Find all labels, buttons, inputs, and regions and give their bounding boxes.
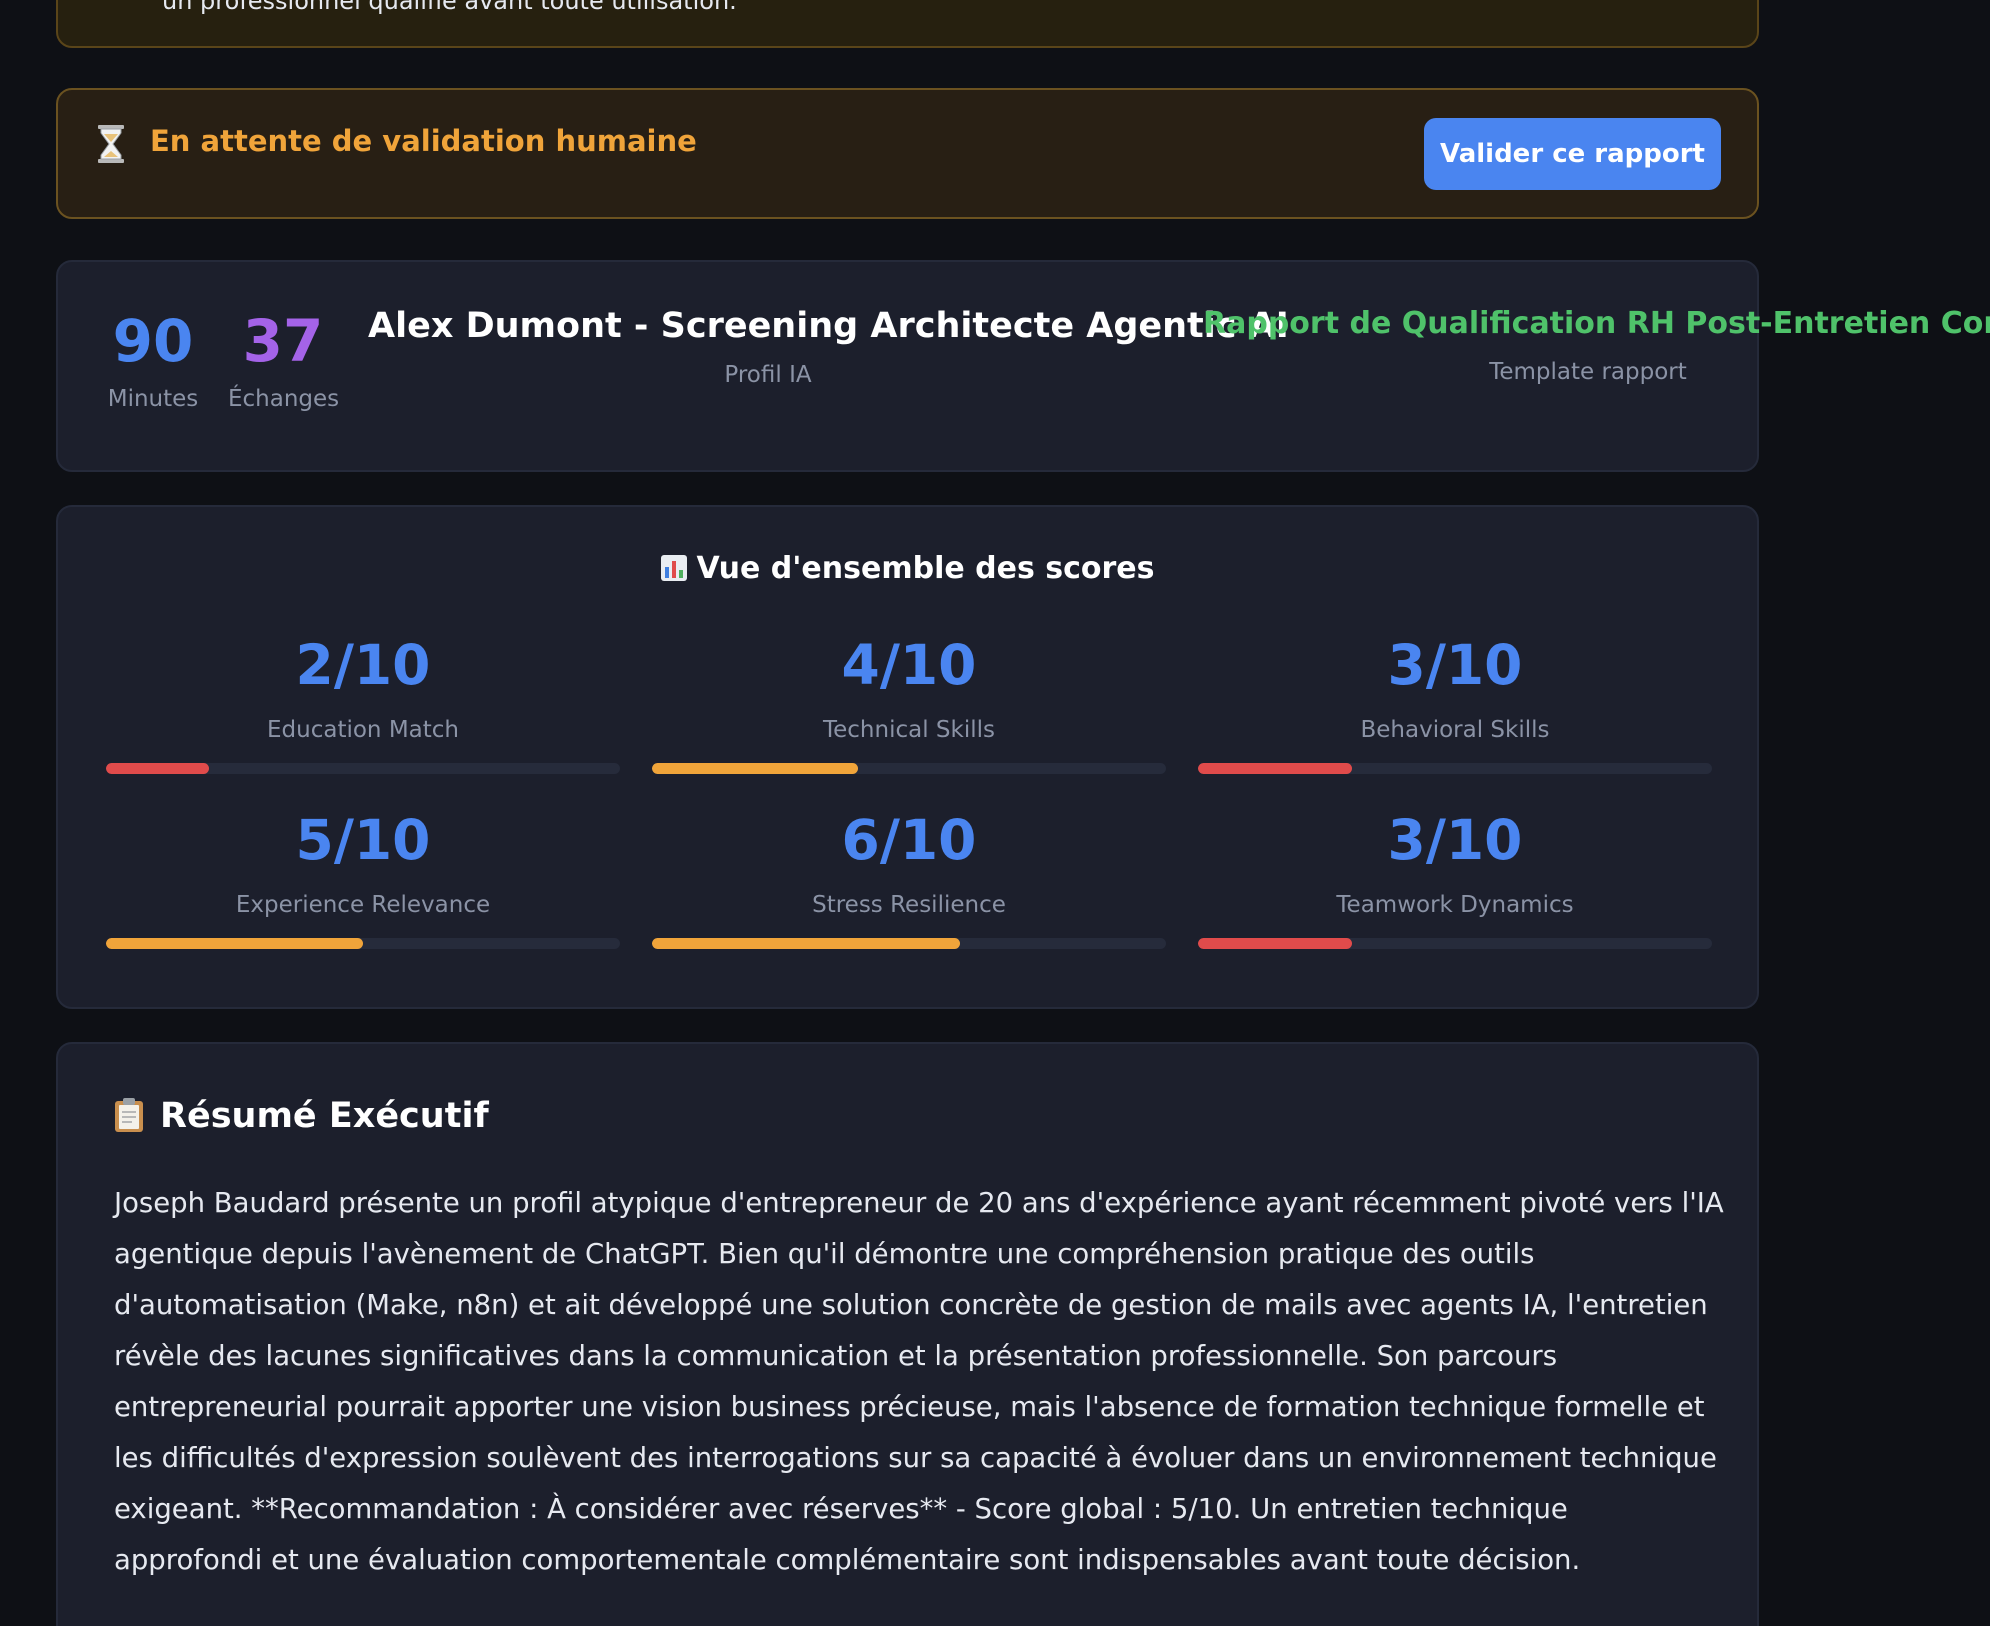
score-value: 2/10 [295, 633, 431, 697]
score-bar [652, 938, 1166, 949]
score-bar-fill [106, 763, 209, 774]
profile-block: Alex Dumont - Screening Architecte Agent… [368, 306, 1289, 388]
minutes-label: Minutes [107, 386, 199, 412]
template-name: Rapport de Qualification RH Post-Entreti… [1203, 306, 1990, 341]
score-value: 6/10 [841, 808, 977, 872]
template-label: Template rapport [1489, 359, 1687, 385]
summary-title: Résumé Exécutif [114, 1096, 489, 1136]
score-label: Teamwork Dynamics [1336, 892, 1574, 918]
score-bar [106, 763, 620, 774]
disclaimer-card: un professionnel qualifié avant toute ut… [56, 0, 1759, 48]
pending-title: En attente de validation humaine [150, 124, 697, 158]
score-value: 4/10 [841, 633, 977, 697]
score-bar-fill [106, 938, 363, 949]
score-card: 4/10 Technical Skills [652, 635, 1166, 774]
score-label: Education Match [267, 717, 459, 743]
score-card: 2/10 Education Match [106, 635, 620, 774]
summary-body: Joseph Baudard présente un profil atypiq… [114, 1187, 1724, 1576]
hourglass-icon [98, 125, 124, 163]
score-bar-fill [652, 938, 961, 949]
score-card: 6/10 Stress Resilience [652, 810, 1166, 949]
exchanges-value: 37 [242, 307, 324, 375]
minutes-stat: 90 Minutes [103, 308, 203, 412]
validate-report-button[interactable]: Valider ce rapport [1424, 118, 1721, 190]
score-bar-fill [652, 763, 858, 774]
score-label: Technical Skills [823, 717, 995, 743]
score-card: 3/10 Behavioral Skills [1198, 635, 1712, 774]
score-label: Stress Resilience [812, 892, 1006, 918]
exchanges-stat: 37 Échanges [228, 307, 340, 412]
exchanges-label: Échanges [228, 386, 340, 412]
disclaimer-text: un professionnel qualifié avant toute ut… [162, 0, 737, 15]
score-bar [106, 938, 620, 949]
clipboard-icon [115, 1098, 143, 1132]
score-label: Behavioral Skills [1360, 717, 1550, 743]
scores-overview-card: Vue d'ensemble des scores 2/10 Education… [56, 505, 1759, 1009]
score-label: Experience Relevance [235, 892, 491, 918]
summary-title-text: Résumé Exécutif [160, 1096, 489, 1136]
scores-title: Vue d'ensemble des scores [58, 551, 1757, 586]
score-value: 5/10 [295, 808, 431, 872]
interview-info-card: 90 Minutes 37 Échanges Alex Dumont - Scr… [56, 260, 1990, 472]
scores-grid: 2/10 Education Match 4/10 Technical Skil… [106, 635, 1712, 949]
profile-name: Alex Dumont - Screening Architecte Agent… [368, 306, 1289, 346]
score-value: 3/10 [1387, 808, 1523, 872]
score-bar [1198, 938, 1712, 949]
pending-validation-banner: En attente de validation humaine Valider… [56, 88, 1759, 219]
score-bar [652, 763, 1166, 774]
scores-title-text: Vue d'ensemble des scores [696, 551, 1155, 586]
executive-summary-card: Résumé Exécutif Joseph Baudard présente … [56, 1042, 1759, 1626]
bar-chart-icon [661, 555, 688, 581]
score-bar-fill [1198, 938, 1353, 949]
template-block: Rapport de Qualification RH Post-Entreti… [1203, 306, 1990, 385]
score-value: 3/10 [1387, 633, 1523, 697]
score-card: 3/10 Teamwork Dynamics [1198, 810, 1712, 949]
score-card: 5/10 Experience Relevance [106, 810, 620, 949]
score-bar-fill [1198, 763, 1353, 774]
minutes-value: 90 [112, 307, 194, 375]
profile-label: Profil IA [724, 362, 812, 388]
score-bar [1198, 763, 1712, 774]
